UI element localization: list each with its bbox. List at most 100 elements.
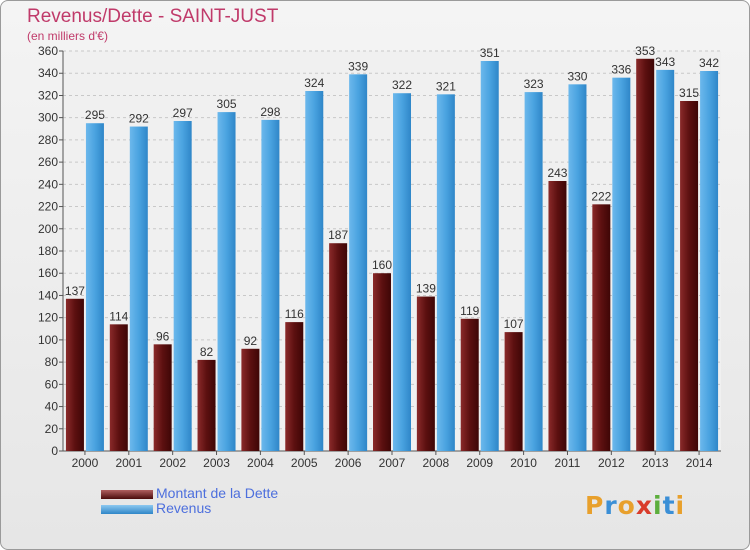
revenue-bar — [700, 71, 719, 451]
y-tick-label: 180 — [38, 244, 58, 258]
debt-bar — [416, 296, 435, 451]
debt-bar — [153, 344, 172, 451]
debt-value-label: 137 — [65, 284, 85, 298]
debt-bar — [504, 332, 523, 451]
revenue-bar — [85, 123, 104, 451]
revenue-bar — [656, 69, 675, 451]
y-tick-label: 20 — [45, 422, 59, 436]
revenue-bar — [393, 93, 411, 451]
revenue-bar — [612, 77, 631, 452]
legend-label-debt: Montant de la Dette — [156, 485, 279, 501]
y-tick-label: 40 — [45, 400, 59, 414]
y-tick-label: 0 — [51, 444, 58, 458]
debt-value-label: 82 — [200, 345, 214, 359]
legend-swatch-debt — [101, 490, 153, 499]
revenue-value-label: 305 — [217, 97, 237, 111]
debt-value-label: 243 — [547, 166, 567, 180]
revenue-value-label: 295 — [85, 108, 105, 122]
logo-letter: i — [653, 491, 663, 520]
y-tick-label: 360 — [38, 44, 58, 58]
debt-bar — [285, 322, 304, 451]
x-tick-label: 2007 — [379, 456, 406, 470]
debt-value-label: 92 — [244, 334, 258, 348]
logo-letter: o — [617, 491, 636, 520]
debt-bar — [548, 181, 567, 451]
revenue-bar — [173, 121, 192, 451]
revenue-value-label: 322 — [392, 78, 412, 92]
debt-bar — [65, 298, 84, 451]
revenue-bar — [568, 84, 587, 451]
x-tick-label: 2011 — [555, 456, 581, 470]
revenue-bar — [480, 61, 499, 451]
x-tick-label: 2013 — [642, 456, 669, 470]
debt-value-label: 96 — [156, 329, 170, 343]
revenue-value-label: 336 — [611, 63, 631, 77]
revenue-value-label: 323 — [524, 77, 544, 91]
revenue-bar — [217, 112, 236, 451]
revenue-value-label: 343 — [655, 55, 675, 69]
revenue-value-label: 342 — [699, 56, 719, 70]
x-tick-label: 2009 — [466, 456, 493, 470]
x-tick-label: 2003 — [203, 456, 230, 470]
debt-bar — [680, 101, 699, 451]
y-tick-label: 60 — [45, 377, 59, 391]
x-tick-label: 2005 — [291, 456, 318, 470]
y-tick-label: 260 — [38, 155, 58, 169]
x-tick-label: 2004 — [247, 456, 274, 470]
revenue-value-label: 298 — [260, 105, 280, 119]
x-tick-label: 2008 — [423, 456, 450, 470]
y-tick-label: 320 — [38, 88, 58, 102]
x-tick-label: 2006 — [335, 456, 362, 470]
debt-value-label: 187 — [328, 228, 348, 242]
debt-value-label: 222 — [591, 189, 611, 203]
y-tick-label: 340 — [38, 66, 58, 80]
revenue-bar — [305, 91, 324, 451]
logo-letter: i — [675, 491, 686, 520]
revenue-value-label: 324 — [304, 76, 324, 90]
y-tick-label: 80 — [45, 355, 59, 369]
debt-bar — [197, 359, 216, 451]
revenue-value-label: 351 — [480, 46, 500, 60]
y-tick-label: 100 — [38, 333, 58, 347]
logo-letter: P — [585, 491, 605, 520]
debt-bar — [329, 243, 348, 451]
x-tick-label: 2012 — [598, 456, 625, 470]
logo-letter: x — [635, 491, 653, 520]
legend-label-revenue: Revenus — [156, 500, 212, 516]
debt-value-label: 353 — [635, 44, 655, 58]
debt-value-label: 139 — [416, 282, 436, 296]
revenue-bar — [436, 94, 455, 451]
debt-value-label: 119 — [460, 304, 479, 318]
debt-value-label: 114 — [109, 309, 128, 323]
y-tick-label: 300 — [38, 111, 58, 125]
y-tick-label: 120 — [38, 311, 58, 325]
revenue-bar — [129, 126, 148, 452]
proxiti-logo: Proxiti — [585, 491, 685, 520]
y-tick-label: 240 — [38, 177, 58, 191]
x-tick-label: 2014 — [686, 456, 713, 470]
debt-value-label: 315 — [679, 86, 699, 100]
revenue-value-label: 321 — [436, 79, 456, 93]
debt-value-label: 160 — [372, 258, 392, 272]
y-tick-label: 220 — [38, 200, 58, 214]
y-tick-label: 160 — [38, 266, 58, 280]
revenue-bar — [349, 74, 368, 451]
chart-title: Revenus/Dette - SAINT-JUST — [27, 6, 279, 27]
revenue-value-label: 292 — [129, 112, 149, 126]
logo-letter: r — [604, 491, 618, 520]
debt-bar — [241, 348, 260, 451]
y-tick-label: 280 — [38, 133, 58, 147]
legend-swatch-revenue — [101, 505, 153, 514]
revenue-value-label: 297 — [173, 106, 193, 120]
debt-bar — [460, 318, 479, 451]
y-tick-label: 140 — [38, 288, 58, 302]
debt-bar — [373, 273, 391, 451]
chart-subtitle: (en milliers d'€) — [27, 29, 108, 43]
debt-value-label: 107 — [504, 317, 524, 331]
debt-bar — [109, 324, 128, 451]
debt-bar — [636, 58, 655, 452]
y-tick-label: 200 — [38, 222, 58, 236]
revenue-value-label: 339 — [348, 59, 368, 73]
